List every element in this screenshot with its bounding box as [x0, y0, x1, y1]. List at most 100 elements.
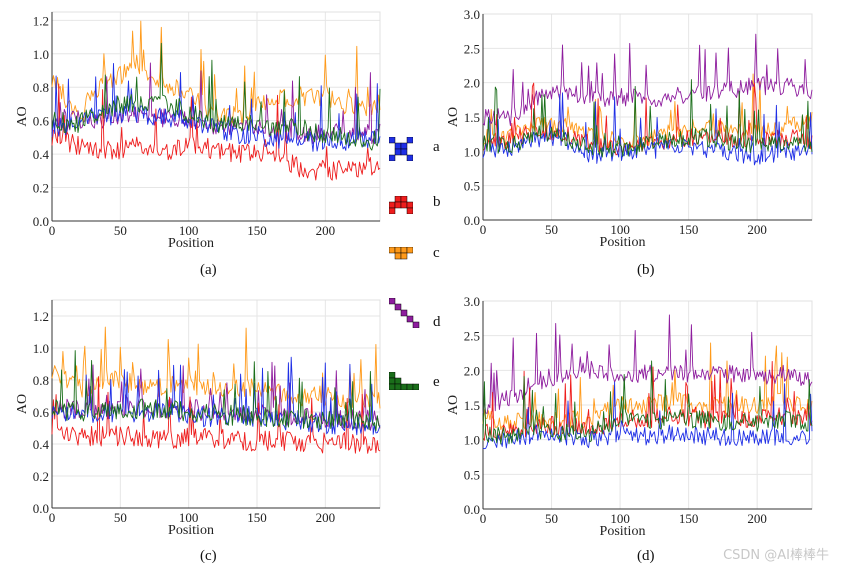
legend-label-e: e: [433, 374, 440, 390]
x-tick-label: 100: [610, 511, 630, 526]
series-line-c: [51, 20, 381, 126]
icon-cell: [400, 309, 408, 317]
y-tick-label: 0.2: [33, 181, 49, 196]
x-tick-label: 50: [114, 223, 127, 238]
series-line-e: [482, 360, 813, 445]
x-axis-label: Position: [600, 235, 646, 250]
y-tick-label: 1.5: [464, 110, 480, 125]
y-tick-label: 1.2: [33, 309, 49, 324]
panel-caption-a: (a): [200, 262, 217, 278]
y-tick-label: 0.5: [464, 467, 480, 482]
x-pattern-icon: [389, 137, 413, 161]
icon-cell: [394, 142, 402, 150]
t-pattern-icon: [389, 247, 413, 260]
x-tick-label: 150: [247, 510, 267, 525]
y-tick-label: 0.5: [464, 179, 480, 194]
x-tick-label: 150: [679, 222, 699, 237]
series-line-e: [482, 79, 813, 158]
y-tick-label: 1.0: [464, 433, 480, 448]
icon-cell: [394, 383, 402, 390]
x-tick-label: 50: [545, 222, 558, 237]
x-tick-label: 50: [545, 511, 558, 526]
legend-item-e: e: [385, 370, 455, 400]
y-axis-label: AO: [446, 395, 461, 415]
y-tick-label: 2.0: [464, 76, 480, 91]
x-tick-label: 200: [747, 222, 767, 237]
icon-cell: [406, 201, 413, 209]
icon-cell: [394, 377, 402, 385]
icon-cell: [394, 196, 402, 203]
series-line-b: [51, 83, 381, 181]
x-tick-label: 0: [480, 222, 487, 237]
legend-item-c: c: [385, 241, 455, 271]
series-line-d: [51, 361, 381, 431]
icon-cell: [394, 247, 402, 254]
x-tick-label: 100: [179, 510, 199, 525]
step-pattern-icon: [389, 372, 419, 390]
icon-cell: [400, 148, 408, 156]
icon-cell: [389, 207, 396, 214]
y-tick-label: 2.5: [464, 329, 480, 344]
legend-label-c: c: [433, 245, 440, 261]
y-tick-label: 0.0: [464, 213, 480, 228]
y-tick-label: 0.0: [33, 214, 49, 229]
series-line-d: [482, 33, 813, 127]
y-tick-label: 3.0: [464, 7, 480, 22]
icon-cell: [406, 154, 413, 161]
y-tick-label: 0.8: [33, 80, 49, 95]
panel-caption-d: (d): [637, 548, 655, 564]
chart-panel-c: 0 50 100 150 200 0.0 0.2 0.4 0.6 0.8 1.0 1.2 Positio…: [15, 299, 381, 538]
y-tick-label: 1.0: [33, 341, 49, 356]
y-tick-label: 0.6: [33, 405, 50, 420]
icon-cell: [400, 252, 408, 260]
icon-cell: [412, 383, 419, 390]
series-line-a: [482, 381, 813, 450]
x-tick-label: 100: [179, 223, 199, 238]
icon-cell: [389, 247, 396, 254]
x-tick-label: 0: [49, 510, 56, 525]
icon-cell: [406, 383, 414, 390]
x-tick-label: 0: [480, 511, 487, 526]
y-tick-label: 0.4: [33, 437, 50, 452]
y-tick-label: 3.0: [464, 294, 480, 309]
legend-label-d: d: [433, 314, 441, 330]
icon-cell: [406, 207, 413, 214]
y-tick-label: 0.6: [33, 114, 50, 129]
icon-cell: [400, 142, 408, 150]
chart-panel-d: 0 50 100 150 200 0.0 0.5 1.0 1.5 2.0 2.5 3.0 Positio…: [446, 294, 813, 539]
chart-panel-b: 0 50 100 150 200 0.0 0.5 1.0 1.5 2.0 2.5 3.0 Positio…: [446, 7, 813, 250]
series-line-d: [51, 62, 381, 145]
x-axis-label: Position: [168, 523, 214, 538]
icon-cell: [389, 377, 396, 385]
x-tick-label: 50: [114, 510, 127, 525]
legend: a b c d e: [385, 135, 455, 405]
icon-cell: [389, 372, 396, 379]
y-tick-label: 2.5: [464, 41, 480, 56]
series-line-d: [482, 314, 813, 414]
x-tick-label: 150: [247, 223, 267, 238]
x-tick-label: 200: [316, 223, 336, 238]
x-tick-label: 100: [610, 222, 630, 237]
chart-panel-a: 0 50 100 150 200 0.0 0.2 0.4 0.6 0.8 1.0 1.2 Positio…: [15, 11, 381, 251]
x-tick-label: 150: [679, 511, 699, 526]
series-line-b: [51, 376, 381, 454]
icon-cell: [406, 137, 413, 144]
y-tick-label: 1.5: [464, 398, 480, 413]
legend-label-a: a: [433, 139, 440, 155]
icon-cell: [406, 247, 413, 254]
y-tick-label: 0.0: [464, 502, 480, 517]
y-tick-label: 1.2: [33, 13, 49, 28]
icon-cell: [389, 383, 396, 390]
y-tick-label: 0.8: [33, 373, 49, 388]
icon-cell: [406, 315, 414, 323]
y-tick-label: 0.2: [33, 469, 49, 484]
icon-cell: [400, 383, 408, 390]
legend-item-d: d: [385, 298, 455, 330]
x-tick-label: 200: [316, 510, 336, 525]
series-line-a: [482, 92, 813, 166]
icon-cell: [400, 247, 408, 254]
y-tick-label: 0.0: [33, 501, 49, 516]
x-axis-label: Position: [168, 236, 214, 251]
icon-cell: [412, 321, 420, 328]
